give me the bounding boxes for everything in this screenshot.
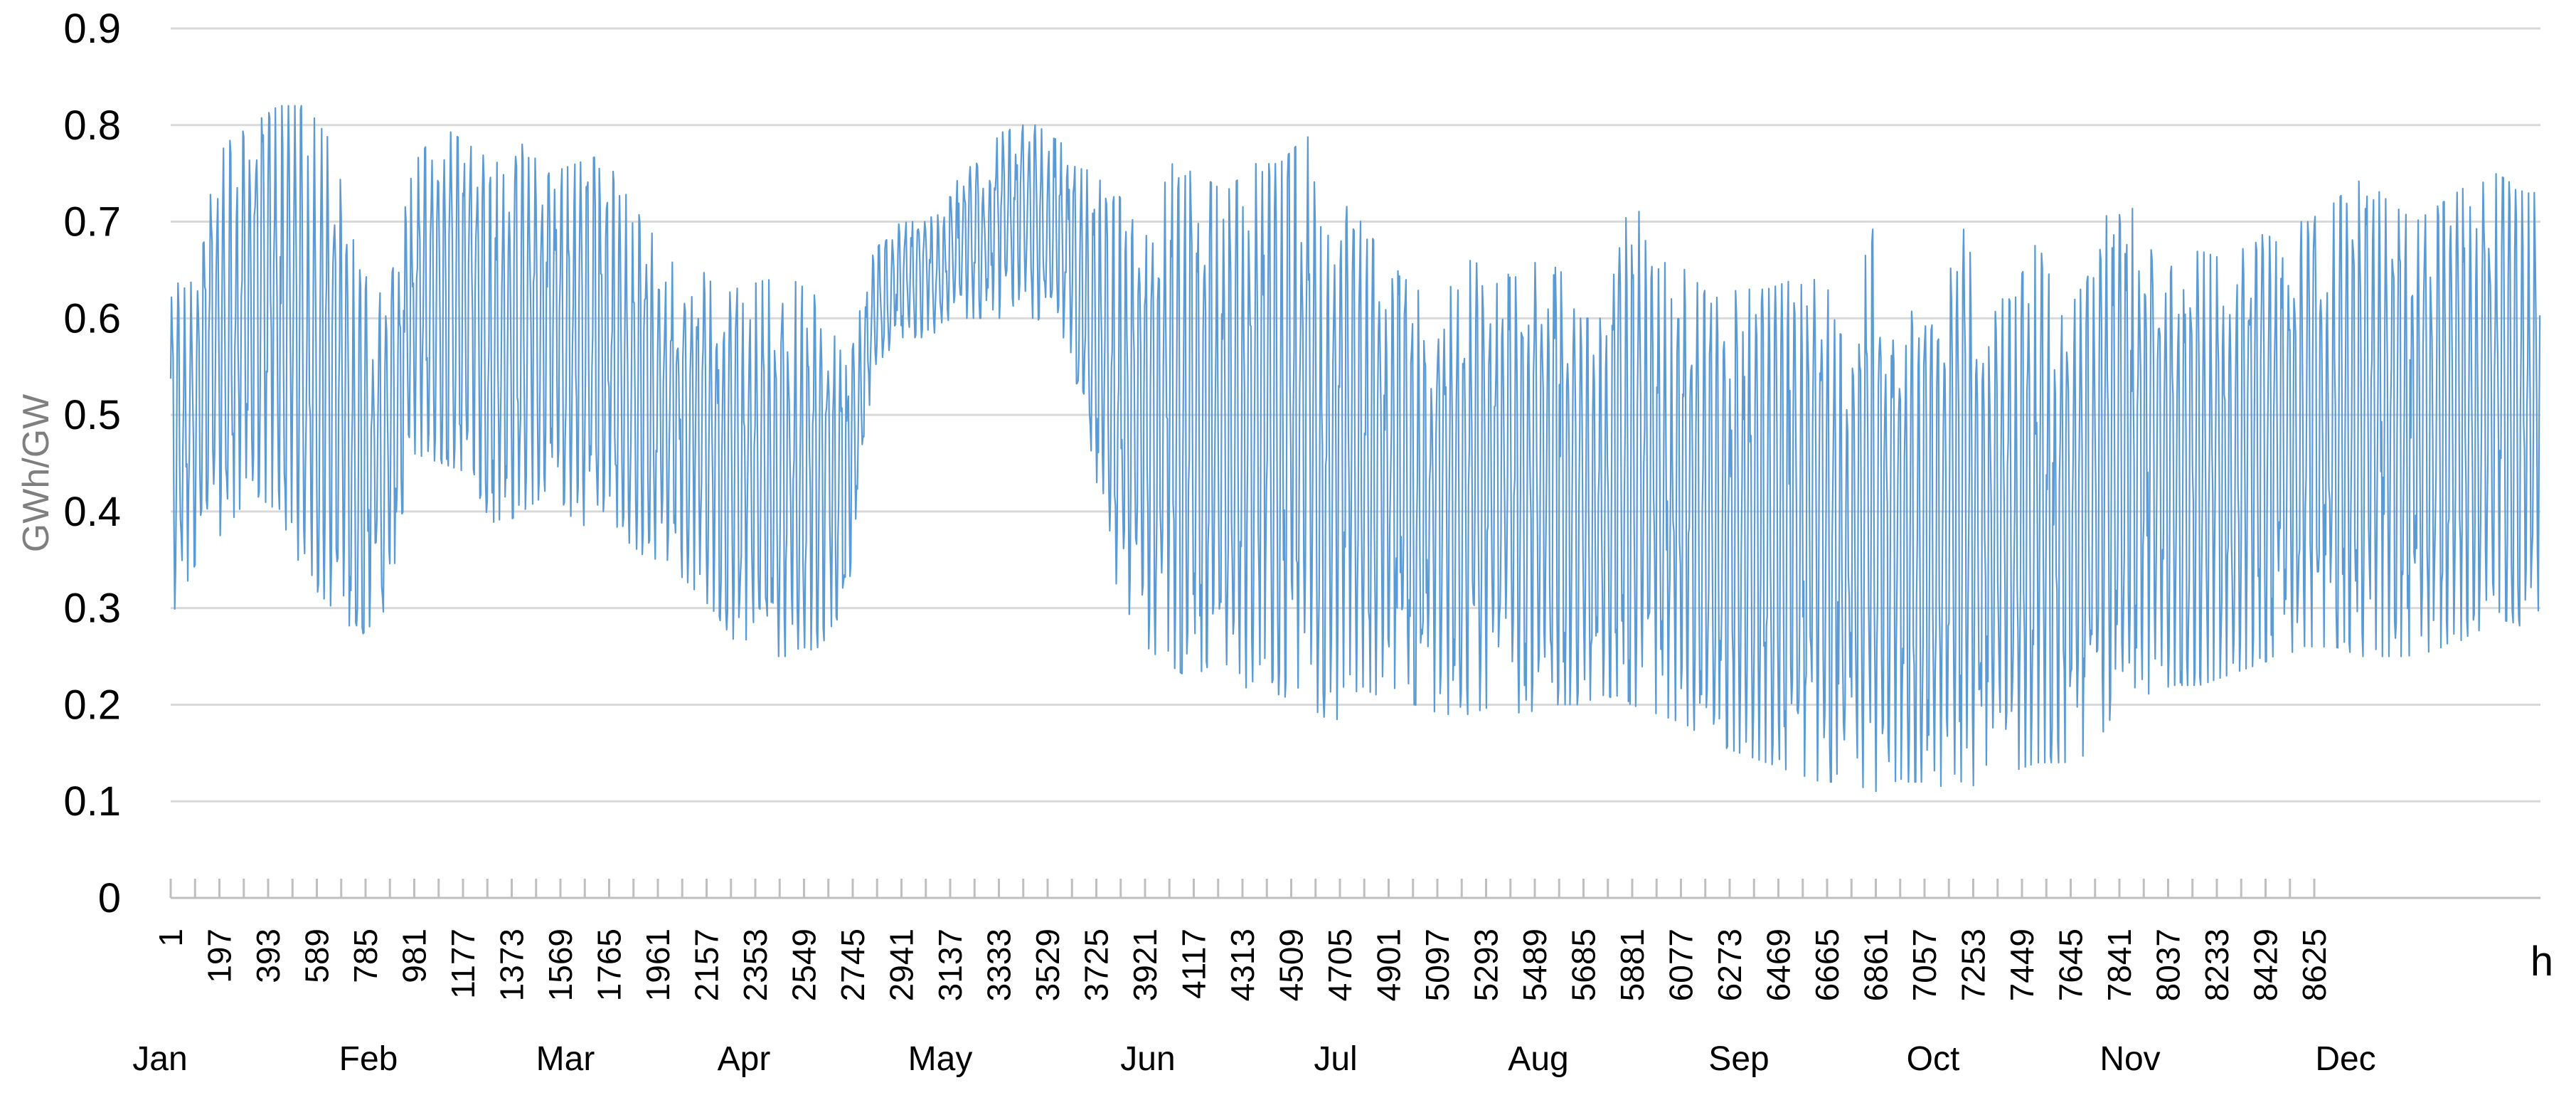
x-tick-label: 5293	[1468, 929, 1505, 1001]
x-tick-label: 6469	[1760, 929, 1797, 1001]
x-tick-label: 3921	[1127, 929, 1164, 1001]
x-tick-label: 2353	[737, 929, 774, 1001]
x-tick-label: 981	[396, 929, 433, 983]
x-tick-label: 1373	[494, 929, 531, 1001]
y-tick-label: 0.2	[63, 682, 121, 728]
month-label: Jul	[1314, 1040, 1357, 1078]
month-label: Nov	[2099, 1040, 2160, 1078]
x-tick-label: 4117	[1176, 929, 1213, 999]
month-label: Sep	[1708, 1040, 1769, 1078]
x-tick-label: 1961	[639, 929, 676, 1001]
x-tick-label: 4509	[1273, 929, 1310, 1001]
x-tick-label: 8429	[2247, 929, 2284, 1001]
month-label: Dec	[2315, 1040, 2375, 1078]
month-labels: Jan Feb Mar Apr May Jun Jul Aug Sep Oct Nov Dec	[132, 1040, 2375, 1078]
y-tick-label: 0.5	[63, 392, 121, 438]
x-tick-label: 785	[347, 929, 384, 983]
month-label: Jan	[132, 1040, 187, 1078]
x-tick-label: 7253	[1955, 929, 1992, 1001]
x-tick-label: 4313	[1224, 929, 1261, 1001]
x-tick-label: 6077	[1663, 929, 1700, 1001]
y-tick-label: 0.3	[63, 586, 121, 632]
x-axis-unit-label: h	[2530, 938, 2553, 985]
y-tick-label: 0	[98, 875, 121, 921]
x-tick-label: 5097	[1419, 929, 1456, 1001]
x-tick-label: 589	[299, 929, 336, 983]
x-tick-label: 1765	[591, 929, 628, 1001]
x-tick-label: 5685	[1565, 929, 1602, 1001]
x-tick-label: 7449	[2003, 929, 2040, 1001]
month-label: Oct	[1907, 1040, 1960, 1078]
x-tick-label: 6273	[1711, 929, 1748, 1001]
x-tick-label: 3725	[1078, 929, 1115, 1001]
x-tick-label: 393	[250, 929, 287, 983]
month-label: Apr	[718, 1040, 771, 1078]
y-tick-label: 0.6	[63, 295, 121, 342]
x-tick-label: 7645	[2053, 929, 2090, 1001]
x-tick-label: 3137	[932, 929, 969, 1001]
y-tick-label: 0.7	[63, 199, 121, 245]
x-tick-label: 197	[201, 929, 238, 983]
x-tick-label: 6861	[1858, 929, 1895, 1001]
y-axis-tick-labels: 0 0.1 0.2 0.3 0.4 0.5 0.6 0.7 0.8 0.9	[63, 6, 121, 921]
y-tick-label: 0.9	[63, 6, 121, 52]
x-tick-label: 6665	[1809, 929, 1846, 1001]
x-axis: 1 197 393 589 785 981 1177 1373 1569 1765 1961 2157…	[152, 879, 2540, 1001]
x-tick-label: 8233	[2198, 929, 2235, 1001]
month-label: Mar	[536, 1040, 595, 1078]
x-tick-label: 2745	[834, 929, 871, 1001]
x-tick-label: 5881	[1614, 929, 1651, 1001]
x-tick-label: 1569	[542, 929, 579, 1001]
y-tick-label: 0.4	[63, 489, 121, 535]
x-tick-label: 1	[152, 929, 189, 947]
y-tick-label: 0.8	[63, 102, 121, 149]
x-tick-label: 2941	[883, 929, 920, 1001]
x-tick-label: 8625	[2296, 929, 2333, 1001]
series-area	[169, 105, 2541, 793]
month-label: May	[908, 1040, 973, 1078]
series-line	[169, 105, 2541, 793]
x-tick-label: 3529	[1029, 929, 1066, 1001]
y-axis-label: GWh/GW	[16, 394, 57, 552]
x-tick-label: 1177	[445, 929, 481, 999]
x-tick-label: 2157	[688, 929, 725, 1001]
month-label: Jun	[1120, 1040, 1175, 1078]
x-tick-label: 7841	[2101, 929, 2138, 1001]
month-label: Feb	[339, 1040, 398, 1078]
x-tick-label: 3333	[981, 929, 1018, 1001]
x-tick-label: 7057	[1906, 929, 1943, 1001]
month-label: Aug	[1508, 1040, 1568, 1078]
x-tick-label: 4901	[1371, 929, 1407, 1001]
x-tick-label: 5489	[1516, 929, 1553, 1001]
y-tick-label: 0.1	[63, 778, 121, 825]
x-tick-label: 8037	[2150, 929, 2187, 1001]
x-tick-label: 2549	[786, 929, 823, 1001]
x-tick-label: 4705	[1321, 929, 1358, 1001]
